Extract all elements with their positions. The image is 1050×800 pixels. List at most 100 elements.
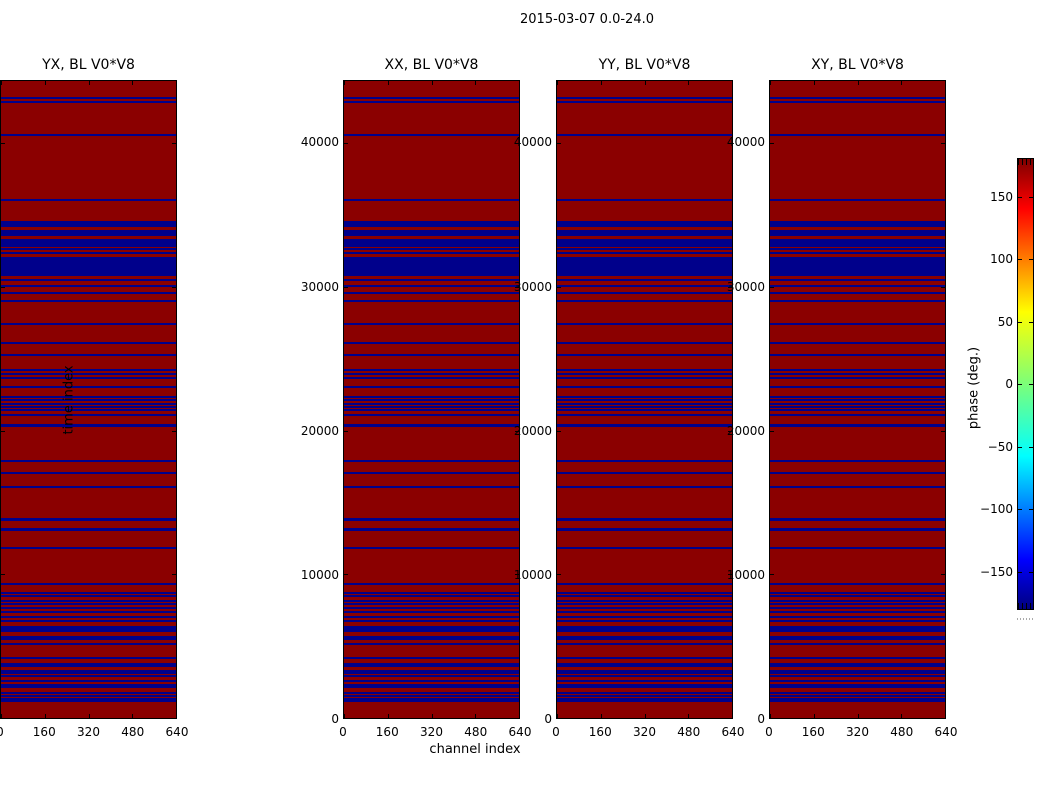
- flagged-row-stripe: [344, 256, 519, 276]
- flagged-row-stripe: [344, 413, 519, 416]
- subplot-yx-title: YX, BL V0*V8: [42, 57, 135, 73]
- flagged-row-stripe: [770, 323, 945, 326]
- x-tick-label: 160: [375, 725, 399, 739]
- x-tick-mark: [901, 714, 903, 718]
- colorbar-tick-label: −150: [980, 564, 1013, 579]
- x-tick-label: 160: [801, 725, 825, 739]
- flagged-row-stripe: [344, 697, 519, 700]
- flagged-row-stripe: [344, 133, 519, 136]
- flagged-row-stripe: [1, 700, 176, 703]
- flagged-row-stripe: [770, 700, 945, 703]
- flagged-row-stripe: [557, 615, 732, 618]
- y-tick-mark: [770, 430, 774, 432]
- flagged-row-stripe: [770, 635, 945, 638]
- x-tick-mark: [945, 714, 946, 718]
- flagged-row-stripe: [557, 96, 732, 99]
- x-tick-mark: [770, 714, 771, 718]
- flagged-row-stripe: [770, 599, 945, 602]
- flagged-row-stripe: [1, 386, 176, 389]
- y-tick-mark: [515, 143, 519, 145]
- flagged-row-stripe: [344, 695, 519, 698]
- colorbar-tick-mark: [1029, 384, 1033, 385]
- flagged-row-stripe: [1, 485, 176, 488]
- flagged-row-stripe: [344, 642, 519, 645]
- flagged-row-stripe: [557, 679, 732, 682]
- y-tick-label: 20000: [726, 423, 765, 438]
- flagged-row-stripe: [1, 642, 176, 645]
- x-tick-mark: [344, 81, 345, 85]
- x-tick-mark: [132, 81, 134, 85]
- flagged-row-stripe: [770, 354, 945, 357]
- y-tick-label: 40000: [726, 135, 765, 150]
- flagged-row-stripe: [557, 459, 732, 462]
- x-tick-mark: [176, 81, 177, 85]
- flagged-row-stripe: [1, 406, 176, 408]
- y-tick-mark: [941, 430, 945, 432]
- flagged-row-stripe: [770, 395, 945, 398]
- x-tick-label: 640: [508, 725, 532, 739]
- flagged-row-stripe: [557, 582, 732, 586]
- flagged-row-stripe: [344, 199, 519, 202]
- x-tick-mark: [519, 714, 520, 718]
- x-tick-label: 480: [121, 725, 145, 739]
- flagged-row-stripe: [770, 485, 945, 488]
- flagged-row-stripe: [1, 398, 176, 401]
- y-tick-mark: [557, 574, 561, 576]
- y-tick-mark: [557, 718, 561, 719]
- colorbar-tick-label: 150: [990, 189, 1013, 204]
- subplot-xx-title: XX, BL V0*V8: [384, 57, 479, 73]
- x-tick-mark: [431, 714, 433, 718]
- x-tick-label: 160: [32, 725, 56, 739]
- y-tick-mark: [344, 574, 348, 576]
- flagged-row-stripe: [770, 398, 945, 401]
- x-tick-label: 320: [633, 725, 656, 739]
- flagged-row-stripe: [557, 662, 732, 667]
- flagged-row-stripe: [1, 323, 176, 326]
- flagged-row-stripe: [1, 656, 176, 659]
- flagged-row-stripe: [344, 656, 519, 659]
- flagged-row-stripe: [557, 424, 732, 427]
- flagged-row-stripe: [770, 239, 945, 247]
- flagged-row-stripe: [1, 239, 176, 247]
- flagged-row-stripe: [557, 528, 732, 531]
- flagged-row-stripe: [770, 256, 945, 276]
- flagged-row-stripe: [1, 619, 176, 622]
- flagged-row-stripe: [344, 406, 519, 408]
- flagged-row-stripe: [557, 220, 732, 227]
- flagged-row-stripe: [770, 278, 945, 281]
- flagged-row-stripe: [770, 251, 945, 254]
- flagged-row-stripe: [770, 459, 945, 462]
- flagged-row-stripe: [557, 285, 732, 288]
- flagged-row-stripe: [770, 675, 945, 678]
- flagged-row-stripe: [344, 292, 519, 295]
- flagged-row-stripe: [344, 546, 519, 549]
- x-tick-label: 480: [677, 725, 701, 739]
- flagged-row-stripe: [770, 96, 945, 99]
- x-tick-mark: [475, 714, 477, 718]
- x-tick-mark: [644, 714, 646, 718]
- flagged-row-stripe: [770, 372, 945, 375]
- flagged-row-stripe: [1, 662, 176, 667]
- flagged-row-stripe: [557, 251, 732, 254]
- flagged-row-stripe: [770, 528, 945, 531]
- flagged-row-stripe: [1, 625, 176, 632]
- flagged-row-stripe: [344, 669, 519, 672]
- y-tick-mark: [557, 286, 561, 288]
- x-tick-mark: [901, 81, 903, 85]
- flagged-row-stripe: [344, 528, 519, 531]
- flagged-row-stripe: [557, 395, 732, 398]
- colorbar-tick-mark: [1018, 509, 1022, 510]
- flagged-row-stripe: [557, 133, 732, 136]
- colorbar-tick-mark: [1029, 321, 1033, 323]
- heatmap-yx: [0, 80, 177, 719]
- flagged-row-stripe: [557, 606, 732, 609]
- y-tick-label: 40000: [300, 135, 339, 150]
- flagged-row-stripe: [344, 342, 519, 345]
- flagged-row-stripe: [1, 251, 176, 254]
- flagged-row-stripe: [344, 239, 519, 247]
- colorbar-tick-mark: [1029, 509, 1033, 510]
- flagged-row-stripe: [557, 248, 732, 251]
- flagged-row-stripe: [770, 546, 945, 549]
- y-tick-label: 30000: [726, 279, 765, 294]
- y-tick-label: 0: [331, 712, 339, 726]
